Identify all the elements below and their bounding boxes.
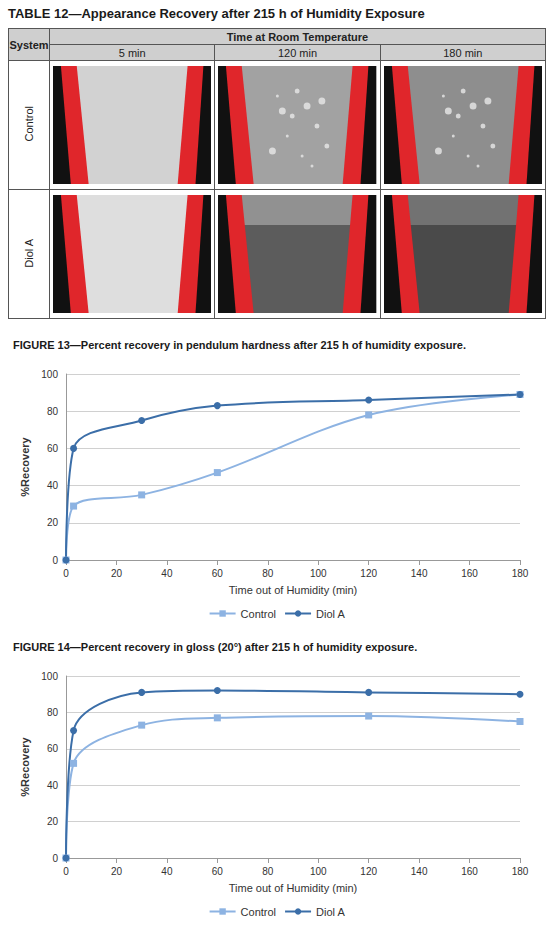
svg-text:0: 0 (63, 866, 69, 877)
svg-text:20: 20 (47, 517, 59, 528)
svg-text:60: 60 (47, 443, 59, 454)
svg-text:80: 80 (47, 406, 59, 417)
svg-text:180: 180 (512, 866, 529, 877)
svg-text:80: 80 (262, 866, 274, 877)
html-text:TABLE 12—Appearance Recovery a: TABLE 12—Appearance Recovery after 215 h… (8, 6, 425, 21)
svg-text:100: 100 (41, 671, 58, 682)
svg-text:Diol A: Diol A (316, 906, 345, 918)
svg-text:Control: Control (241, 608, 276, 620)
svg-text:Control: Control (241, 906, 276, 918)
svg-text:60: 60 (212, 866, 224, 877)
svg-text:160: 160 (461, 866, 478, 877)
svg-text:140: 140 (411, 568, 428, 579)
svg-text:100: 100 (41, 369, 58, 380)
svg-text:%Recovery: %Recovery (19, 436, 31, 496)
svg-text:0: 0 (52, 853, 58, 864)
svg-text:40: 40 (47, 480, 59, 491)
svg-text:Time out of Humidity (min): Time out of Humidity (min) (229, 882, 358, 894)
html-text:120 min: 120 min (277, 46, 318, 59)
svg-text:FIGURE 13—Percent recovery in: FIGURE 13—Percent recovery in pendulum h… (13, 339, 466, 351)
svg-text:120: 120 (360, 866, 377, 877)
html-text:180 min: 180 min (443, 46, 483, 59)
svg-text:100: 100 (310, 866, 327, 877)
svg-text:%Recovery: %Recovery (19, 736, 31, 796)
svg-text:180: 180 (512, 568, 529, 579)
html-text:5 min: 5 min (118, 46, 146, 59)
svg-text:20: 20 (111, 866, 123, 877)
html-text:System: System (9, 38, 49, 51)
html-text:Control: Control (23, 106, 35, 142)
svg-text:100: 100 (310, 568, 327, 579)
svg-text:0: 0 (52, 555, 58, 566)
svg-text:40: 40 (161, 568, 173, 579)
svg-text:FIGURE 14—Percent recovery in: FIGURE 14—Percent recovery in gloss (20°… (13, 641, 417, 653)
svg-text:80: 80 (262, 568, 274, 579)
svg-text:60: 60 (212, 568, 224, 579)
svg-text:60: 60 (47, 743, 59, 754)
svg-text:40: 40 (161, 866, 173, 877)
svg-text:20: 20 (47, 816, 59, 827)
svg-text:40: 40 (47, 780, 59, 791)
svg-text:0: 0 (63, 568, 69, 579)
svg-text:20: 20 (111, 568, 123, 579)
svg-text:160: 160 (461, 568, 478, 579)
html-text:Time at Room Temperature: Time at Room Temperature (226, 30, 369, 43)
html-text:Diol A: Diol A (23, 238, 35, 268)
svg-text:120: 120 (360, 568, 377, 579)
svg-text:Time out of Humidity (min): Time out of Humidity (min) (229, 584, 358, 596)
svg-text:140: 140 (411, 866, 428, 877)
svg-text:Diol A: Diol A (316, 608, 345, 620)
svg-text:80: 80 (47, 707, 59, 718)
